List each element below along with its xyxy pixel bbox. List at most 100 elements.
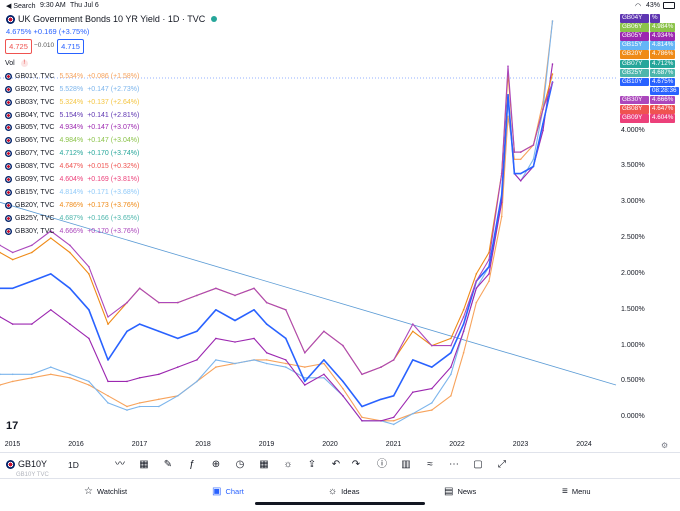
data-point — [88, 309, 90, 311]
nav-watchlist[interactable]: ☆ Watchlist — [84, 486, 127, 497]
data-point — [177, 366, 179, 368]
uk-flag-icon — [5, 85, 12, 93]
nav-menu[interactable]: ≡ Menu — [562, 486, 591, 497]
symbol-label: GB10Y — [18, 459, 48, 469]
chart-canvas[interactable] — [0, 0, 680, 452]
legend-row[interactable]: GB07Y, TVC 4.712% +0.170 (+3.74%) — [5, 147, 139, 160]
x-tick-label: 2024 — [576, 441, 592, 448]
chart-type-icon[interactable]: 〰 — [115, 459, 125, 470]
data-point — [138, 287, 141, 290]
y-tick-label: 1.000% — [621, 341, 645, 349]
square-select-icon[interactable]: ▢ — [473, 459, 483, 470]
data-point — [177, 337, 179, 340]
uk-flag-icon — [5, 137, 12, 145]
ideas-bulb-icon[interactable]: ☼ — [283, 459, 293, 470]
data-point — [450, 337, 452, 340]
data-point — [196, 330, 198, 333]
legend-row[interactable]: GB08Y, TVC 4.647% +0.015 (+0.32%) — [5, 160, 139, 173]
series-line-gb01y[interactable] — [0, 20, 554, 422]
data-point — [265, 359, 268, 361]
uk-flag-icon — [5, 201, 12, 209]
legend-row[interactable]: GB09Y, TVC 4.604% +0.169 (+3.81%) — [5, 173, 139, 186]
legend-symbol: GB05Y, TVC — [15, 124, 55, 132]
data-point — [31, 377, 33, 379]
nav-news[interactable]: ▤ News — [444, 486, 476, 497]
legend-row[interactable]: GB02Y, TVC 5.528% +0.147 (+2.73%) — [5, 83, 139, 96]
indicators-icon[interactable]: ƒ — [189, 459, 195, 470]
legend-row[interactable]: GB05Y, TVC 4.934% +0.147 (+3.07%) — [5, 121, 139, 134]
data-point — [126, 330, 128, 333]
price-tag-symbol: GB25Y — [620, 68, 649, 78]
uk-flag-icon — [5, 227, 12, 235]
layouts-grid-icon[interactable]: ▦ — [259, 459, 269, 470]
legend-vol-row[interactable]: Vol ! — [5, 57, 139, 70]
add-compare-icon[interactable]: ⊕ — [211, 459, 221, 470]
legend-symbol: GB01Y, TVC — [15, 72, 55, 80]
data-point — [0, 251, 1, 254]
fullscreen-icon[interactable]: ⤢ — [498, 459, 506, 470]
legend-symbol: GB20Y, TVC — [15, 201, 55, 209]
symbol-selector[interactable]: GB10Y — [6, 459, 47, 469]
data-point — [31, 323, 33, 325]
data-point — [507, 65, 509, 67]
buy-button[interactable]: 4.715 — [57, 39, 84, 54]
data-point — [488, 258, 490, 261]
trendline[interactable] — [0, 201, 617, 386]
replay-icon[interactable]: ▦ — [139, 459, 149, 470]
data-point — [215, 309, 217, 311]
data-point — [475, 301, 478, 304]
x-tick-label: 2021 — [385, 441, 402, 448]
back-to-search[interactable]: ◀ Search — [6, 3, 36, 10]
alert-clock-icon[interactable]: ◷ — [235, 459, 245, 470]
data-point — [361, 373, 363, 376]
legend-row[interactable]: GB01Y, TVC 5.534% +0.086 (+1.58%) — [5, 70, 139, 83]
series-line-gb10y[interactable] — [0, 81, 554, 408]
data-point — [126, 405, 128, 408]
warning-icon[interactable]: ! — [20, 59, 28, 67]
data-point — [285, 362, 287, 365]
data-point — [431, 387, 433, 390]
timeframe-selector[interactable]: 1D — [68, 460, 79, 470]
data-point — [31, 244, 33, 247]
data-point — [475, 280, 478, 282]
undo-icon[interactable]: ↶ — [331, 459, 341, 470]
sell-button[interactable]: 4.725 — [5, 39, 32, 54]
share-icon[interactable]: ⇪ — [307, 459, 317, 470]
data-point — [31, 280, 33, 282]
info-icon[interactable]: ⓘ — [377, 459, 387, 470]
nav-ideas[interactable]: ☼ Ideas — [328, 486, 360, 497]
legend-row[interactable]: GB03Y, TVC 5.324% +0.137 (+2.64%) — [5, 96, 139, 109]
legend-row[interactable]: GB25Y, TVC 4.687% +0.166 (+3.65%) — [5, 212, 139, 225]
data-point — [412, 323, 414, 325]
legend-symbol: GB15Y, TVC — [15, 188, 55, 196]
data-point — [392, 420, 395, 422]
settings-gear-icon[interactable]: ⚙ — [661, 441, 669, 450]
y-tick-label: 0.500% — [621, 377, 645, 385]
data-point — [107, 359, 109, 361]
draw-pen-icon[interactable]: ✎ — [163, 459, 173, 470]
redo-icon[interactable]: ↷ — [351, 459, 361, 470]
price-tag-symbol: GB15Y — [620, 41, 649, 50]
legend-row[interactable]: GB06Y, TVC 4.984% +0.147 (+3.04%) — [5, 134, 139, 147]
data-point — [392, 395, 395, 397]
nav-watchlist-label: Watchlist — [96, 487, 128, 496]
compare-lines-icon[interactable]: ≈ — [427, 459, 433, 470]
news-icon: ▤ — [444, 486, 454, 497]
series-line-gb30y[interactable] — [0, 65, 554, 375]
nav-chart[interactable]: ▣ Chart — [212, 486, 244, 497]
data-point — [380, 420, 382, 422]
legend-row[interactable]: GB20Y, TVC 4.786% +0.173 (+3.76%) — [5, 199, 139, 212]
legend-row[interactable]: GB04Y, TVC 5.154% +0.141 (+2.81%) — [5, 109, 139, 122]
legend-symbol: GB04Y, TVC — [15, 111, 55, 119]
more-icon[interactable]: ⋯ — [449, 459, 459, 470]
legend-row[interactable]: GB30Y, TVC 4.666% +0.170 (+3.76%) — [5, 225, 139, 238]
legend-change: +0.166 (+3.65%) — [87, 214, 140, 222]
volume-profile-icon[interactable]: ▥ — [401, 459, 411, 470]
market-open-icon — [211, 16, 218, 22]
data-point — [107, 395, 109, 397]
legend-value: 4.814% — [59, 188, 84, 196]
data-point — [234, 362, 236, 365]
legend-row[interactable]: GB15Y, TVC 4.814% +0.171 (+3.68%) — [5, 186, 139, 199]
data-point — [107, 316, 109, 318]
data-point — [361, 405, 363, 408]
